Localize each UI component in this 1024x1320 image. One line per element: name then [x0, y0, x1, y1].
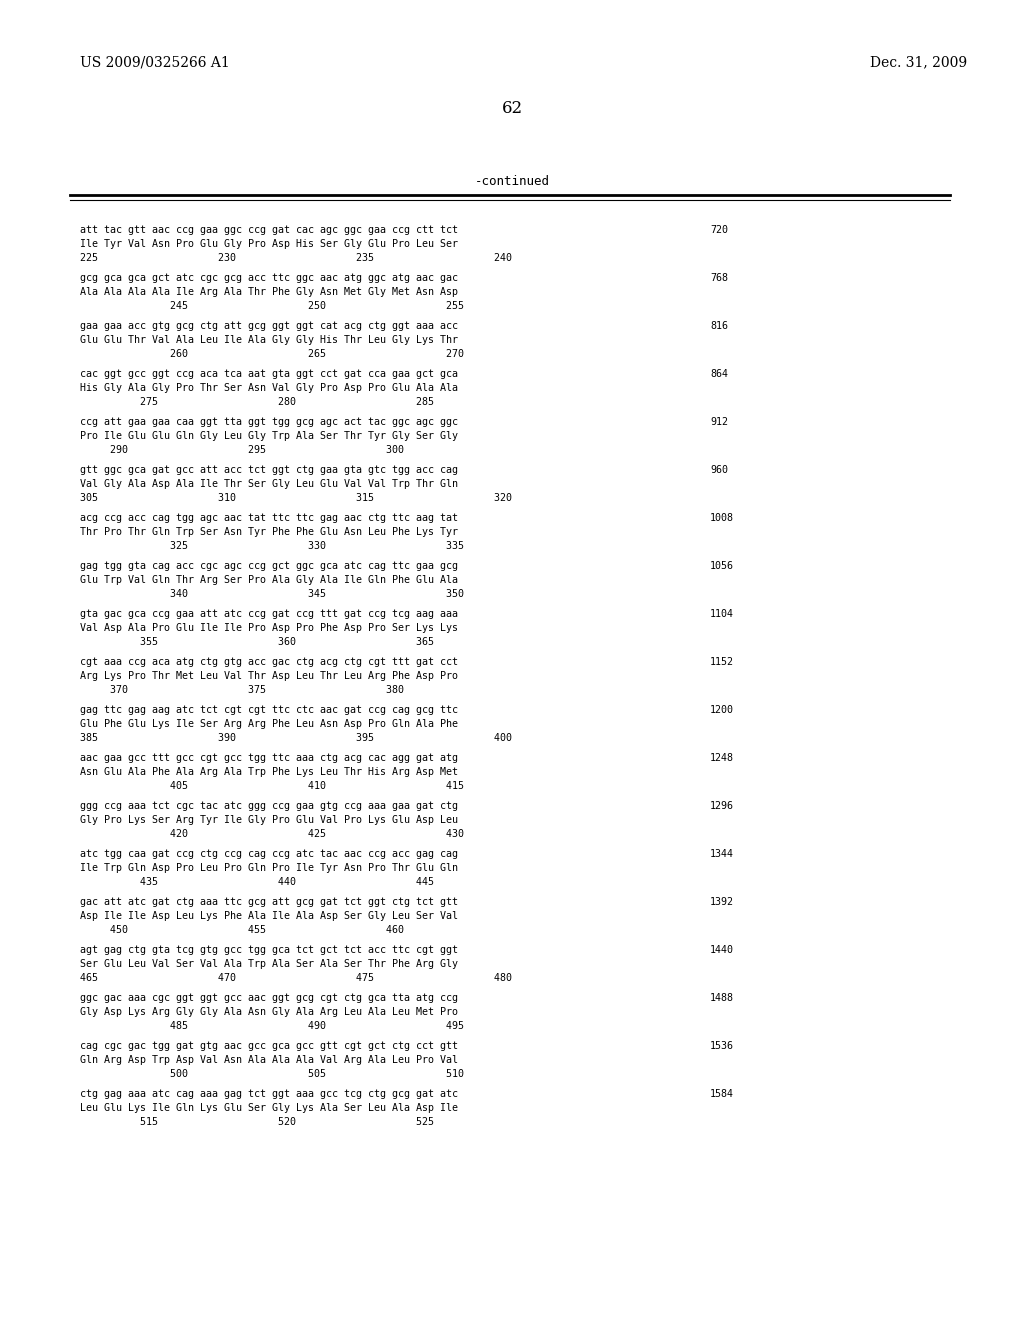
Text: 960: 960: [710, 465, 728, 475]
Text: Glu Phe Glu Lys Ile Ser Arg Arg Phe Leu Asn Asp Pro Gln Ala Phe: Glu Phe Glu Lys Ile Ser Arg Arg Phe Leu …: [80, 719, 458, 729]
Text: 1488: 1488: [710, 993, 734, 1003]
Text: 340                    345                    350: 340 345 350: [80, 589, 464, 599]
Text: Dec. 31, 2009: Dec. 31, 2009: [870, 55, 967, 69]
Text: gta gac gca ccg gaa att atc ccg gat ccg ttt gat ccg tcg aag aaa: gta gac gca ccg gaa att atc ccg gat ccg …: [80, 609, 458, 619]
Text: 500                    505                    510: 500 505 510: [80, 1069, 464, 1078]
Text: 405                    410                    415: 405 410 415: [80, 781, 464, 791]
Text: Gly Pro Lys Ser Arg Tyr Ile Gly Pro Glu Val Pro Lys Glu Asp Leu: Gly Pro Lys Ser Arg Tyr Ile Gly Pro Glu …: [80, 814, 458, 825]
Text: Arg Lys Pro Thr Met Leu Val Thr Asp Leu Thr Leu Arg Phe Asp Pro: Arg Lys Pro Thr Met Leu Val Thr Asp Leu …: [80, 671, 458, 681]
Text: Ala Ala Ala Ala Ile Arg Ala Thr Phe Gly Asn Met Gly Met Asn Asp: Ala Ala Ala Ala Ile Arg Ala Thr Phe Gly …: [80, 286, 458, 297]
Text: gcg gca gca gct atc cgc gcg acc ttc ggc aac atg ggc atg aac gac: gcg gca gca gct atc cgc gcg acc ttc ggc …: [80, 273, 458, 282]
Text: 260                    265                    270: 260 265 270: [80, 348, 464, 359]
Text: atc tgg caa gat ccg ctg ccg cag ccg atc tac aac ccg acc gag cag: atc tgg caa gat ccg ctg ccg cag ccg atc …: [80, 849, 458, 859]
Text: Ile Tyr Val Asn Pro Glu Gly Pro Asp His Ser Gly Glu Pro Leu Ser: Ile Tyr Val Asn Pro Glu Gly Pro Asp His …: [80, 239, 458, 249]
Text: Gly Asp Lys Arg Gly Gly Ala Asn Gly Ala Arg Leu Ala Leu Met Pro: Gly Asp Lys Arg Gly Gly Ala Asn Gly Ala …: [80, 1007, 458, 1016]
Text: 912: 912: [710, 417, 728, 426]
Text: cgt aaa ccg aca atg ctg gtg acc gac ctg acg ctg cgt ttt gat cct: cgt aaa ccg aca atg ctg gtg acc gac ctg …: [80, 657, 458, 667]
Text: 450                    455                    460: 450 455 460: [80, 925, 404, 935]
Text: aac gaa gcc ttt gcc cgt gcc tgg ttc aaa ctg acg cac agg gat atg: aac gaa gcc ttt gcc cgt gcc tgg ttc aaa …: [80, 752, 458, 763]
Text: Gln Arg Asp Trp Asp Val Asn Ala Ala Ala Val Arg Ala Leu Pro Val: Gln Arg Asp Trp Asp Val Asn Ala Ala Ala …: [80, 1055, 458, 1065]
Text: Thr Pro Thr Gln Trp Ser Asn Tyr Phe Phe Glu Asn Leu Phe Lys Tyr: Thr Pro Thr Gln Trp Ser Asn Tyr Phe Phe …: [80, 527, 458, 537]
Text: gag tgg gta cag acc cgc agc ccg gct ggc gca atc cag ttc gaa gcg: gag tgg gta cag acc cgc agc ccg gct ggc …: [80, 561, 458, 572]
Text: ccg att gaa gaa caa ggt tta ggt tgg gcg agc act tac ggc agc ggc: ccg att gaa gaa caa ggt tta ggt tgg gcg …: [80, 417, 458, 426]
Text: Glu Trp Val Gln Thr Arg Ser Pro Ala Gly Ala Ile Gln Phe Glu Ala: Glu Trp Val Gln Thr Arg Ser Pro Ala Gly …: [80, 576, 458, 585]
Text: 1392: 1392: [710, 898, 734, 907]
Text: 768: 768: [710, 273, 728, 282]
Text: ggc gac aaa cgc ggt ggt gcc aac ggt gcg cgt ctg gca tta atg ccg: ggc gac aaa cgc ggt ggt gcc aac ggt gcg …: [80, 993, 458, 1003]
Text: 1152: 1152: [710, 657, 734, 667]
Text: 290                    295                    300: 290 295 300: [80, 445, 404, 455]
Text: 1104: 1104: [710, 609, 734, 619]
Text: Val Gly Ala Asp Ala Ile Thr Ser Gly Leu Glu Val Val Trp Thr Gln: Val Gly Ala Asp Ala Ile Thr Ser Gly Leu …: [80, 479, 458, 488]
Text: 245                    250                    255: 245 250 255: [80, 301, 464, 312]
Text: 325                    330                    335: 325 330 335: [80, 541, 464, 550]
Text: 305                    310                    315                    320: 305 310 315 320: [80, 492, 512, 503]
Text: Asp Ile Ile Asp Leu Lys Phe Ala Ile Ala Asp Ser Gly Leu Ser Val: Asp Ile Ile Asp Leu Lys Phe Ala Ile Ala …: [80, 911, 458, 921]
Text: 62: 62: [502, 100, 522, 117]
Text: 420                    425                    430: 420 425 430: [80, 829, 464, 840]
Text: gtt ggc gca gat gcc att acc tct ggt ctg gaa gta gtc tgg acc cag: gtt ggc gca gat gcc att acc tct ggt ctg …: [80, 465, 458, 475]
Text: US 2009/0325266 A1: US 2009/0325266 A1: [80, 55, 229, 69]
Text: agt gag ctg gta tcg gtg gcc tgg gca tct gct tct acc ttc cgt ggt: agt gag ctg gta tcg gtg gcc tgg gca tct …: [80, 945, 458, 954]
Text: 1536: 1536: [710, 1041, 734, 1051]
Text: Leu Glu Lys Ile Gln Lys Glu Ser Gly Lys Ala Ser Leu Ala Asp Ile: Leu Glu Lys Ile Gln Lys Glu Ser Gly Lys …: [80, 1104, 458, 1113]
Text: 1056: 1056: [710, 561, 734, 572]
Text: att tac gtt aac ccg gaa ggc ccg gat cac agc ggc gaa ccg ctt tct: att tac gtt aac ccg gaa ggc ccg gat cac …: [80, 224, 458, 235]
Text: Ile Trp Gln Asp Pro Leu Pro Gln Pro Ile Tyr Asn Pro Thr Glu Gln: Ile Trp Gln Asp Pro Leu Pro Gln Pro Ile …: [80, 863, 458, 873]
Text: Val Asp Ala Pro Glu Ile Ile Pro Asp Pro Phe Asp Pro Ser Lys Lys: Val Asp Ala Pro Glu Ile Ile Pro Asp Pro …: [80, 623, 458, 634]
Text: 515                    520                    525: 515 520 525: [80, 1117, 434, 1127]
Text: Glu Glu Thr Val Ala Leu Ile Ala Gly Gly His Thr Leu Gly Lys Thr: Glu Glu Thr Val Ala Leu Ile Ala Gly Gly …: [80, 335, 458, 345]
Text: gag ttc gag aag atc tct cgt cgt ttc ctc aac gat ccg cag gcg ttc: gag ttc gag aag atc tct cgt cgt ttc ctc …: [80, 705, 458, 715]
Text: gaa gaa acc gtg gcg ctg att gcg ggt ggt cat acg ctg ggt aaa acc: gaa gaa acc gtg gcg ctg att gcg ggt ggt …: [80, 321, 458, 331]
Text: Pro Ile Glu Glu Gln Gly Leu Gly Trp Ala Ser Thr Tyr Gly Ser Gly: Pro Ile Glu Glu Gln Gly Leu Gly Trp Ala …: [80, 432, 458, 441]
Text: 275                    280                    285: 275 280 285: [80, 397, 434, 407]
Text: -continued: -continued: [474, 176, 550, 187]
Text: gac att atc gat ctg aaa ttc gcg att gcg gat tct ggt ctg tct gtt: gac att atc gat ctg aaa ttc gcg att gcg …: [80, 898, 458, 907]
Text: ctg gag aaa atc cag aaa gag tct ggt aaa gcc tcg ctg gcg gat atc: ctg gag aaa atc cag aaa gag tct ggt aaa …: [80, 1089, 458, 1100]
Text: cag cgc gac tgg gat gtg aac gcc gca gcc gtt cgt gct ctg cct gtt: cag cgc gac tgg gat gtg aac gcc gca gcc …: [80, 1041, 458, 1051]
Text: Asn Glu Ala Phe Ala Arg Ala Trp Phe Lys Leu Thr His Arg Asp Met: Asn Glu Ala Phe Ala Arg Ala Trp Phe Lys …: [80, 767, 458, 777]
Text: 385                    390                    395                    400: 385 390 395 400: [80, 733, 512, 743]
Text: 1344: 1344: [710, 849, 734, 859]
Text: 465                    470                    475                    480: 465 470 475 480: [80, 973, 512, 983]
Text: 1584: 1584: [710, 1089, 734, 1100]
Text: 720: 720: [710, 224, 728, 235]
Text: Ser Glu Leu Val Ser Val Ala Trp Ala Ser Ala Ser Thr Phe Arg Gly: Ser Glu Leu Val Ser Val Ala Trp Ala Ser …: [80, 960, 458, 969]
Text: 225                    230                    235                    240: 225 230 235 240: [80, 253, 512, 263]
Text: acg ccg acc cag tgg agc aac tat ttc ttc gag aac ctg ttc aag tat: acg ccg acc cag tgg agc aac tat ttc ttc …: [80, 513, 458, 523]
Text: His Gly Ala Gly Pro Thr Ser Asn Val Gly Pro Asp Pro Glu Ala Ala: His Gly Ala Gly Pro Thr Ser Asn Val Gly …: [80, 383, 458, 393]
Text: 864: 864: [710, 370, 728, 379]
Text: 1296: 1296: [710, 801, 734, 810]
Text: 435                    440                    445: 435 440 445: [80, 876, 434, 887]
Text: 355                    360                    365: 355 360 365: [80, 638, 434, 647]
Text: 1248: 1248: [710, 752, 734, 763]
Text: cac ggt gcc ggt ccg aca tca aat gta ggt cct gat cca gaa gct gca: cac ggt gcc ggt ccg aca tca aat gta ggt …: [80, 370, 458, 379]
Text: ggg ccg aaa tct cgc tac atc ggg ccg gaa gtg ccg aaa gaa gat ctg: ggg ccg aaa tct cgc tac atc ggg ccg gaa …: [80, 801, 458, 810]
Text: 1200: 1200: [710, 705, 734, 715]
Text: 1440: 1440: [710, 945, 734, 954]
Text: 816: 816: [710, 321, 728, 331]
Text: 485                    490                    495: 485 490 495: [80, 1020, 464, 1031]
Text: 370                    375                    380: 370 375 380: [80, 685, 404, 696]
Text: 1008: 1008: [710, 513, 734, 523]
